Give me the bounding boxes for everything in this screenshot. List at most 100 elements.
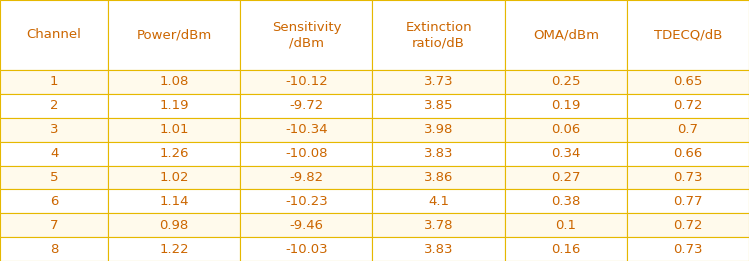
Text: 3.83: 3.83 <box>424 242 453 256</box>
Bar <box>505 118 627 142</box>
Bar <box>372 0 505 70</box>
Text: 0.34: 0.34 <box>551 147 580 160</box>
Text: 4.1: 4.1 <box>428 195 449 208</box>
Bar <box>505 70 627 94</box>
Bar <box>627 70 749 94</box>
Bar <box>108 189 240 213</box>
Bar <box>627 237 749 261</box>
Bar <box>240 142 372 165</box>
Bar <box>627 118 749 142</box>
Text: 7: 7 <box>50 219 58 232</box>
Bar <box>0 237 108 261</box>
Bar <box>108 94 240 118</box>
Text: 0.66: 0.66 <box>673 147 703 160</box>
Text: -9.46: -9.46 <box>289 219 324 232</box>
Text: 0.72: 0.72 <box>673 99 703 112</box>
Text: -10.12: -10.12 <box>285 75 328 88</box>
Bar <box>108 70 240 94</box>
Bar <box>0 118 108 142</box>
Text: -10.34: -10.34 <box>285 123 328 136</box>
Text: 3.83: 3.83 <box>424 147 453 160</box>
Bar <box>0 94 108 118</box>
Text: Extinction
ratio/dB: Extinction ratio/dB <box>405 21 472 49</box>
Bar <box>372 118 505 142</box>
Bar <box>108 237 240 261</box>
Text: 0.7: 0.7 <box>677 123 698 136</box>
Bar <box>627 213 749 237</box>
Text: 3.86: 3.86 <box>424 171 453 184</box>
Bar <box>505 189 627 213</box>
Text: 0.16: 0.16 <box>551 242 580 256</box>
Text: 1.01: 1.01 <box>160 123 189 136</box>
Text: TDECQ/dB: TDECQ/dB <box>654 28 722 41</box>
Text: -10.08: -10.08 <box>285 147 327 160</box>
Bar <box>240 70 372 94</box>
Text: 0.27: 0.27 <box>551 171 580 184</box>
Bar <box>108 165 240 189</box>
Bar <box>0 165 108 189</box>
Bar <box>505 237 627 261</box>
Text: 0.06: 0.06 <box>551 123 580 136</box>
Text: -9.82: -9.82 <box>289 171 324 184</box>
Text: 0.73: 0.73 <box>673 171 703 184</box>
Text: 3.98: 3.98 <box>424 123 453 136</box>
Bar <box>505 142 627 165</box>
Text: 3.73: 3.73 <box>424 75 453 88</box>
Text: 6: 6 <box>50 195 58 208</box>
Bar <box>372 94 505 118</box>
Bar <box>627 189 749 213</box>
Bar <box>627 142 749 165</box>
Bar <box>505 94 627 118</box>
Bar <box>627 94 749 118</box>
Bar <box>108 118 240 142</box>
Text: -10.03: -10.03 <box>285 242 328 256</box>
Bar <box>505 165 627 189</box>
Bar <box>627 0 749 70</box>
Text: 3: 3 <box>50 123 58 136</box>
Text: 1.02: 1.02 <box>160 171 189 184</box>
Bar <box>0 0 108 70</box>
Text: OMA/dBm: OMA/dBm <box>533 28 598 41</box>
Text: Power/dBm: Power/dBm <box>136 28 212 41</box>
Bar <box>240 0 372 70</box>
Bar <box>372 165 505 189</box>
Bar <box>505 213 627 237</box>
Text: 0.19: 0.19 <box>551 99 580 112</box>
Text: 4: 4 <box>50 147 58 160</box>
Bar <box>627 165 749 189</box>
Text: 0.98: 0.98 <box>160 219 189 232</box>
Bar <box>240 213 372 237</box>
Bar <box>372 213 505 237</box>
Text: 0.77: 0.77 <box>673 195 703 208</box>
Text: 0.38: 0.38 <box>551 195 580 208</box>
Text: -9.72: -9.72 <box>289 99 324 112</box>
Text: 1: 1 <box>50 75 58 88</box>
Text: 8: 8 <box>50 242 58 256</box>
Bar <box>372 70 505 94</box>
Text: Channel: Channel <box>27 28 82 41</box>
Text: 2: 2 <box>50 99 58 112</box>
Text: -10.23: -10.23 <box>285 195 328 208</box>
Bar <box>372 142 505 165</box>
Bar <box>0 142 108 165</box>
Text: 0.1: 0.1 <box>555 219 576 232</box>
Text: 1.08: 1.08 <box>160 75 189 88</box>
Text: 0.73: 0.73 <box>673 242 703 256</box>
Bar <box>372 237 505 261</box>
Text: 1.14: 1.14 <box>160 195 189 208</box>
Bar <box>0 189 108 213</box>
Bar <box>240 118 372 142</box>
Bar <box>0 70 108 94</box>
Bar <box>240 237 372 261</box>
Text: 3.78: 3.78 <box>424 219 453 232</box>
Bar <box>505 0 627 70</box>
Text: 5: 5 <box>50 171 58 184</box>
Bar <box>108 213 240 237</box>
Bar <box>0 213 108 237</box>
Text: 1.19: 1.19 <box>160 99 189 112</box>
Text: 3.85: 3.85 <box>424 99 453 112</box>
Bar <box>240 94 372 118</box>
Bar <box>108 142 240 165</box>
Text: 0.72: 0.72 <box>673 219 703 232</box>
Text: 1.26: 1.26 <box>160 147 189 160</box>
